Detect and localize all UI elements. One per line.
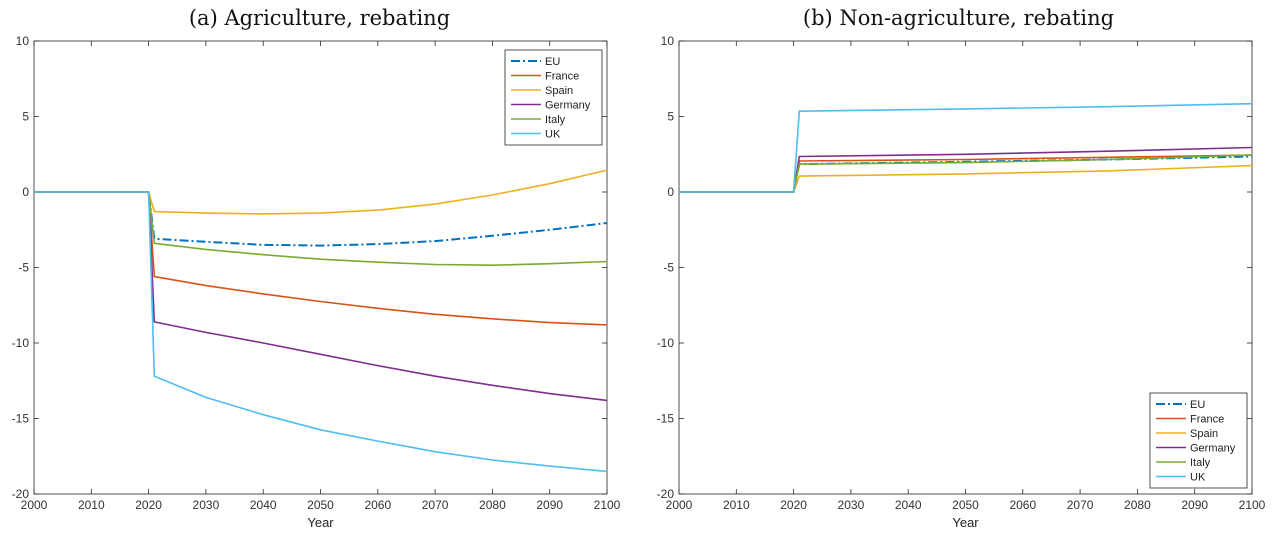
legend-box xyxy=(1149,392,1248,489)
y-tick-label: -5 xyxy=(18,261,29,275)
series-line-italy xyxy=(34,191,608,267)
series-line-uk xyxy=(34,191,608,473)
legend-label-france: France xyxy=(1190,414,1224,426)
legend-label-eu: EU xyxy=(1190,399,1205,411)
legend-label-italy: Italy xyxy=(545,114,566,126)
legend-label-germany: Germany xyxy=(545,100,591,112)
legend-label-eu: EU xyxy=(545,56,560,68)
y-tick-label: 0 xyxy=(22,185,29,199)
y-tick-label: -15 xyxy=(657,412,675,426)
x-tick-label: 2010 xyxy=(723,498,750,512)
x-tick-label: 2050 xyxy=(307,498,334,512)
y-tick-label: 10 xyxy=(16,34,30,48)
x-tick-label: 2100 xyxy=(1239,498,1266,512)
x-tick-label: 2060 xyxy=(364,498,391,512)
y-tick-label: -15 xyxy=(12,412,30,426)
legend-label-spain: Spain xyxy=(545,85,573,97)
y-tick-label: -10 xyxy=(12,336,30,350)
legend: EU France Spain Germany Italy UK xyxy=(504,49,603,146)
legend: EU France Spain Germany Italy UK xyxy=(1149,392,1248,489)
x-tick-label: 2040 xyxy=(895,498,922,512)
chart-panel-non-agriculture: (b) Non-agriculture, rebating 2000 2010 20… xyxy=(639,0,1278,535)
x-axis-label: Year xyxy=(952,515,979,530)
series-line-spain xyxy=(34,169,608,215)
y-tick-label: 10 xyxy=(661,34,675,48)
legend-label-germany: Germany xyxy=(1190,443,1236,455)
chart-agriculture: 2000 2010 2020 2030 2040 2050 2060 2070 2080 2090… xyxy=(12,34,621,530)
y-tick-label: 0 xyxy=(667,185,674,199)
chart-title: (a) Agriculture, rebating xyxy=(188,6,451,30)
x-tick-label: 2070 xyxy=(1067,498,1094,512)
series-line-uk xyxy=(679,102,1253,193)
chart-title: (b) Non-agriculture, rebating xyxy=(802,6,1115,30)
x-tick-label: 2000 xyxy=(21,498,48,512)
x-tick-label: 2020 xyxy=(780,498,807,512)
y-tick-label: -20 xyxy=(12,487,30,501)
legend-box xyxy=(504,49,603,146)
x-tick-label: 2090 xyxy=(1181,498,1208,512)
x-tick-label: 2080 xyxy=(479,498,506,512)
x-tick-label: 2100 xyxy=(594,498,621,512)
y-tick-label: 5 xyxy=(667,110,674,124)
y-tick-label: -20 xyxy=(657,487,675,501)
x-tick-label: 2060 xyxy=(1009,498,1036,512)
legend-label-italy: Italy xyxy=(1190,457,1211,469)
legend-label-spain: Spain xyxy=(1190,428,1218,440)
x-tick-label: 2040 xyxy=(250,498,277,512)
x-tick-label: 2030 xyxy=(838,498,865,512)
x-tick-label: 2090 xyxy=(536,498,563,512)
x-tick-label: 2070 xyxy=(422,498,449,512)
x-tick-label: 2000 xyxy=(666,498,693,512)
legend-label-uk: UK xyxy=(545,129,561,141)
x-axis-label: Year xyxy=(307,515,334,530)
series-line-france xyxy=(34,191,608,326)
legend-label-uk: UK xyxy=(1190,472,1206,484)
y-tick-label: -5 xyxy=(663,261,674,275)
x-tick-label: 2020 xyxy=(135,498,162,512)
x-tick-label: 2010 xyxy=(78,498,105,512)
chart-panel-agriculture: (a) Agriculture, rebating 2000 2010 2020 20… xyxy=(12,6,621,530)
legend-label-france: France xyxy=(545,71,579,83)
y-tick-label: 5 xyxy=(22,110,29,124)
series-line-germany xyxy=(34,191,608,402)
series-line-eu xyxy=(34,191,608,247)
chart-non-agriculture: 2000 2010 2020 2030 2040 2050 2060 2070 2080 2090… xyxy=(657,34,1266,530)
x-tick-label: 2030 xyxy=(193,498,220,512)
x-tick-label: 2080 xyxy=(1124,498,1151,512)
y-tick-label: -10 xyxy=(657,336,675,350)
x-tick-label: 2050 xyxy=(952,498,979,512)
